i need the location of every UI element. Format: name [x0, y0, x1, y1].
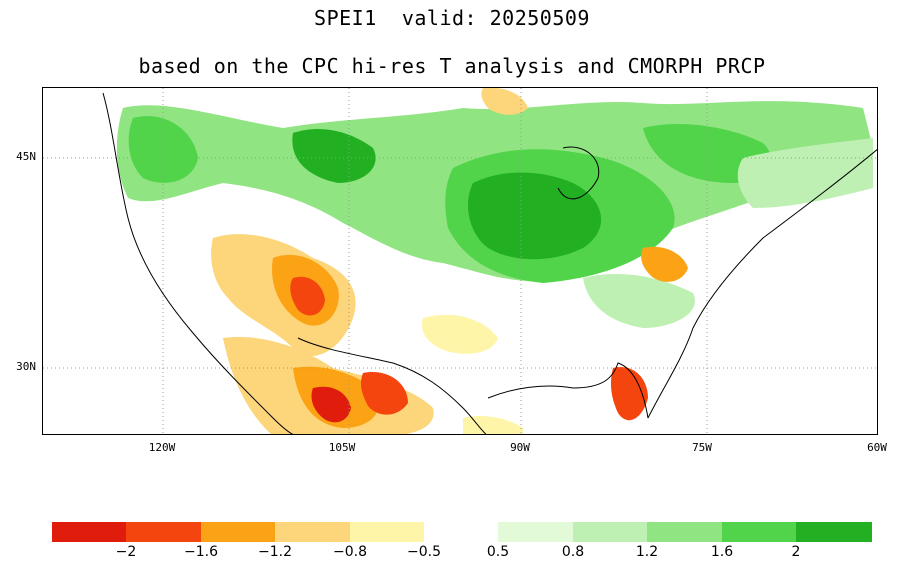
lon-label-90w: 90W	[510, 441, 530, 454]
lat-label-45n: 45N	[16, 150, 36, 163]
colorbar-label: −1.6	[184, 544, 218, 560]
map-title: SPEI1 valid: 20250509	[314, 6, 590, 30]
colorbar-label: 1.2	[635, 544, 659, 560]
colorbar-label: 2	[791, 544, 801, 560]
lon-label-105w: 105W	[328, 441, 356, 454]
colorbar-swatch-dry-4	[275, 522, 350, 542]
colorbar-label: −2	[115, 544, 137, 560]
wet-anomaly-regions	[116, 101, 874, 328]
dry-anomaly-regions	[211, 88, 688, 434]
lon-label-60w: 60W	[867, 441, 887, 454]
colorbar-label: −1.2	[258, 544, 292, 560]
map-subtitle: based on the CPC hi-res T analysis and C…	[138, 54, 766, 78]
colorbar-swatch-wet-1	[498, 522, 573, 542]
colorbar-swatch-dry-1	[52, 522, 126, 542]
graticule	[43, 88, 877, 434]
colorbar-swatch-wet-4	[722, 522, 796, 542]
colorbar-label: 0.5	[486, 544, 510, 560]
colorbar-swatch-dry-3	[201, 522, 275, 542]
spei-map	[43, 88, 877, 434]
map-panel	[42, 87, 878, 435]
colorbar-swatch-dry-2	[126, 522, 201, 542]
colorbar-label: −0.8	[333, 544, 367, 560]
lon-label-120w: 120W	[148, 441, 176, 454]
lon-label-75w: 75W	[692, 441, 712, 454]
colorbar-swatch-wet-2	[573, 522, 647, 542]
colorbar-swatch-wet-5	[796, 522, 872, 542]
colorbar-swatch-dry-5	[350, 522, 424, 542]
colorbar-label: −0.5	[407, 544, 441, 560]
colorbar-label: 0.8	[561, 544, 585, 560]
coastlines	[102, 92, 877, 434]
lat-label-30n: 30N	[16, 360, 36, 373]
colorbar-swatch-wet-3	[647, 522, 722, 542]
colorbar-label: 1.6	[710, 544, 734, 560]
